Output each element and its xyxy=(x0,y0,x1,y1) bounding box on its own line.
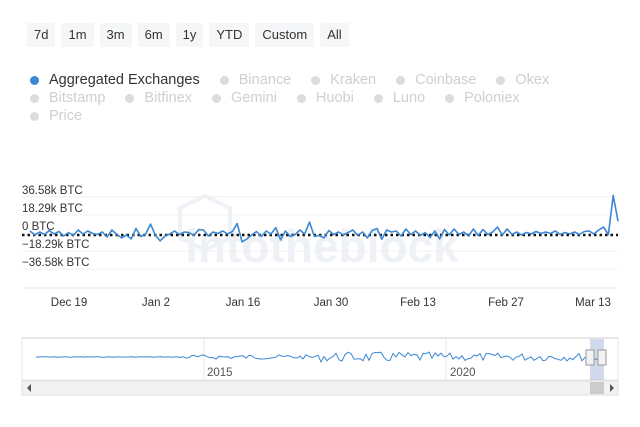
legend-item-bitstamp[interactable]: Bitstamp xyxy=(30,89,105,107)
navigator-tick-label: 2020 xyxy=(450,367,476,379)
legend-label: Coinbase xyxy=(415,72,477,88)
legend-item-price[interactable]: Price xyxy=(30,107,82,125)
legend-dot-icon xyxy=(296,93,306,103)
legend-item-aggregated-exchanges[interactable]: Aggregated Exchanges xyxy=(30,71,200,89)
legend-item-huobi[interactable]: Huobi xyxy=(296,89,354,107)
scroll-left-arrow-icon[interactable] xyxy=(27,384,31,392)
range-button-1y[interactable]: 1y xyxy=(175,23,204,47)
legend-dot-icon xyxy=(396,75,406,85)
y-axis: 36.58k BTC 18.29k BTC 0 BTC −18.29k BTC −36.… xyxy=(22,185,89,269)
legend-dot-icon xyxy=(496,75,506,85)
range-button-6m[interactable]: 6m xyxy=(137,23,170,47)
navigator-line xyxy=(36,351,601,364)
legend-label: Luno xyxy=(392,90,426,106)
series-line-0 xyxy=(29,194,619,243)
legend-label: Huobi xyxy=(315,90,354,106)
legend-item-coinbase[interactable]: Coinbase xyxy=(396,71,476,89)
legend-label: Bitstamp xyxy=(49,90,106,106)
legend: Aggregated Exchanges Binance Kraken Coinbas… xyxy=(30,71,610,125)
legend-dot-icon xyxy=(211,93,221,103)
series xyxy=(29,194,619,243)
y-tick-label: 36.58k BTC xyxy=(22,185,83,197)
watermark: intotheblock xyxy=(178,193,459,272)
range-button-1m[interactable]: 1m xyxy=(61,23,94,47)
watermark-text: intotheblock xyxy=(185,220,459,272)
legend-dot-icon xyxy=(30,111,39,121)
y-tick-label: −18.29k BTC xyxy=(22,239,89,251)
legend-dot-icon xyxy=(30,93,39,103)
legend-label: Gemini xyxy=(230,90,277,106)
navigator-frame xyxy=(21,337,619,381)
x-tick-label: Jan 30 xyxy=(314,297,349,309)
scroll-right-arrow-icon[interactable] xyxy=(610,384,614,392)
range-button-custom[interactable]: Custom xyxy=(255,23,315,47)
y-tick-label: −36.58k BTC xyxy=(22,257,89,269)
legend-dot-icon xyxy=(445,93,455,103)
range-selector: 7d 1m 3m 6m 1y YTD Custom All xyxy=(27,23,349,47)
legend-item-binance[interactable]: Binance xyxy=(219,71,292,89)
x-tick-label: Feb 27 xyxy=(488,297,524,309)
navigator-handle-left[interactable] xyxy=(585,349,595,366)
navigator-tick-label: 2015 xyxy=(207,367,233,379)
legend-item-poloniex[interactable]: Poloniex xyxy=(445,89,520,107)
legend-label: Price xyxy=(49,108,83,124)
range-button-all[interactable]: All xyxy=(320,23,349,47)
legend-label: Kraken xyxy=(330,72,377,88)
navigator: 2015 2020 xyxy=(21,337,619,396)
legend-dot-icon xyxy=(125,93,135,103)
scrollbar-track xyxy=(21,380,619,396)
legend-dot-icon xyxy=(373,93,383,103)
range-button-7d[interactable]: 7d xyxy=(27,23,56,47)
legend-item-luno[interactable]: Luno xyxy=(373,89,426,107)
legend-item-gemini[interactable]: Gemini xyxy=(211,89,277,107)
scrollbar-thumb[interactable] xyxy=(590,382,604,394)
x-tick-label: Jan 16 xyxy=(226,297,261,309)
x-tick-label: Dec 19 xyxy=(51,297,87,309)
legend-label: Okex xyxy=(515,72,550,88)
grid xyxy=(22,196,618,289)
legend-item-bitfinex[interactable]: Bitfinex xyxy=(125,89,192,107)
legend-item-kraken[interactable]: Kraken xyxy=(311,71,376,89)
y-tick-label: 18.29k BTC xyxy=(22,203,83,215)
range-button-ytd[interactable]: YTD xyxy=(209,23,250,47)
x-axis: Dec 19 Jan 2 Jan 16 Jan 30 Feb 13 Feb 27 Mar 1… xyxy=(51,297,611,309)
x-tick-label: Mar 13 xyxy=(575,297,611,309)
legend-label: Binance xyxy=(238,72,292,88)
x-tick-label: Feb 13 xyxy=(400,297,436,309)
legend-dot-icon xyxy=(30,75,39,85)
navigator-handle-right[interactable] xyxy=(597,349,607,366)
legend-dot-icon xyxy=(219,75,229,85)
legend-label: Aggregated Exchanges xyxy=(49,72,200,88)
watermark-logo-icon xyxy=(178,193,232,253)
legend-label: Poloniex xyxy=(464,90,520,106)
legend-label: Bitfinex xyxy=(144,90,192,106)
legend-item-okex[interactable]: Okex xyxy=(496,71,549,89)
y-tick-label: 0 BTC xyxy=(22,221,55,233)
legend-dot-icon xyxy=(311,75,321,85)
navigator-selection xyxy=(590,339,604,380)
x-tick-label: Jan 2 xyxy=(142,297,170,309)
range-button-3m[interactable]: 3m xyxy=(99,23,132,47)
